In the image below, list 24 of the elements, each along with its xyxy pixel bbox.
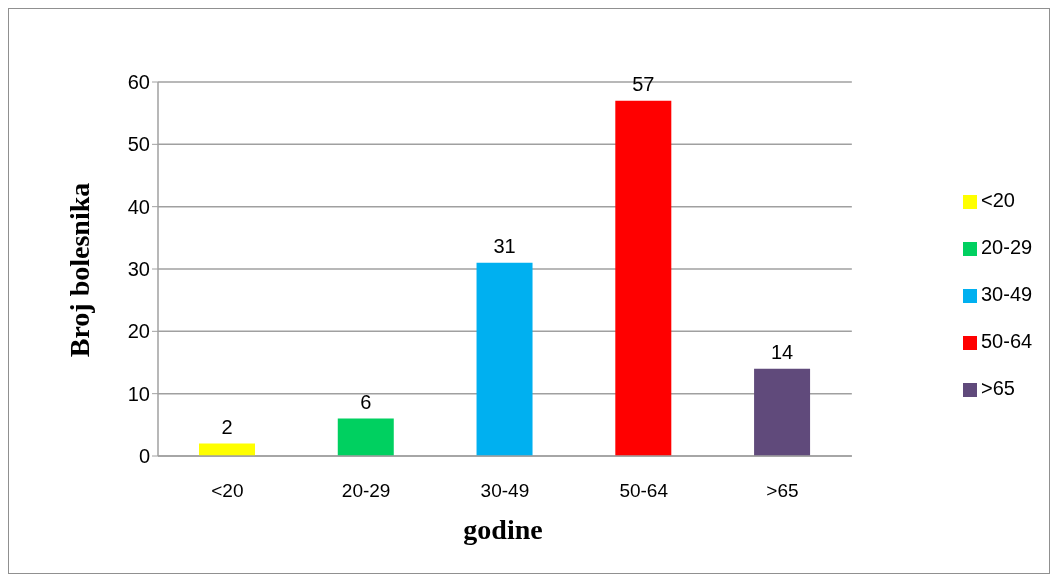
data-label: 6 [360,390,372,413]
x-tick-label: <20 [211,480,244,502]
x-tick-label: 30-49 [480,480,530,502]
x-tick-label: >65 [766,480,799,502]
y-axis-title: Broj bolesnika [64,182,96,358]
x-axis-title: godine [463,514,543,546]
y-tick-label: 20 [127,320,150,343]
x-tick-label: 50-64 [619,480,669,502]
y-tick-label: 10 [127,382,150,405]
data-label: 14 [770,340,794,363]
x-tick-label: 20-29 [341,480,391,502]
y-tick-label: 50 [127,133,150,156]
legend-label: 20-29 [981,236,1033,258]
data-label: 31 [493,234,516,257]
y-tick-label: 30 [127,258,150,281]
y-tick-label: 0 [138,445,150,468]
legend-label: 50-64 [981,330,1033,352]
y-tick-label: 40 [127,195,150,218]
data-label: 2 [221,415,233,438]
legend-label: >65 [981,377,1015,399]
legend-label: <20 [981,189,1015,211]
data-label: 57 [632,72,655,95]
legend-label: 30-49 [981,283,1033,305]
y-tick-label: 60 [127,71,150,94]
